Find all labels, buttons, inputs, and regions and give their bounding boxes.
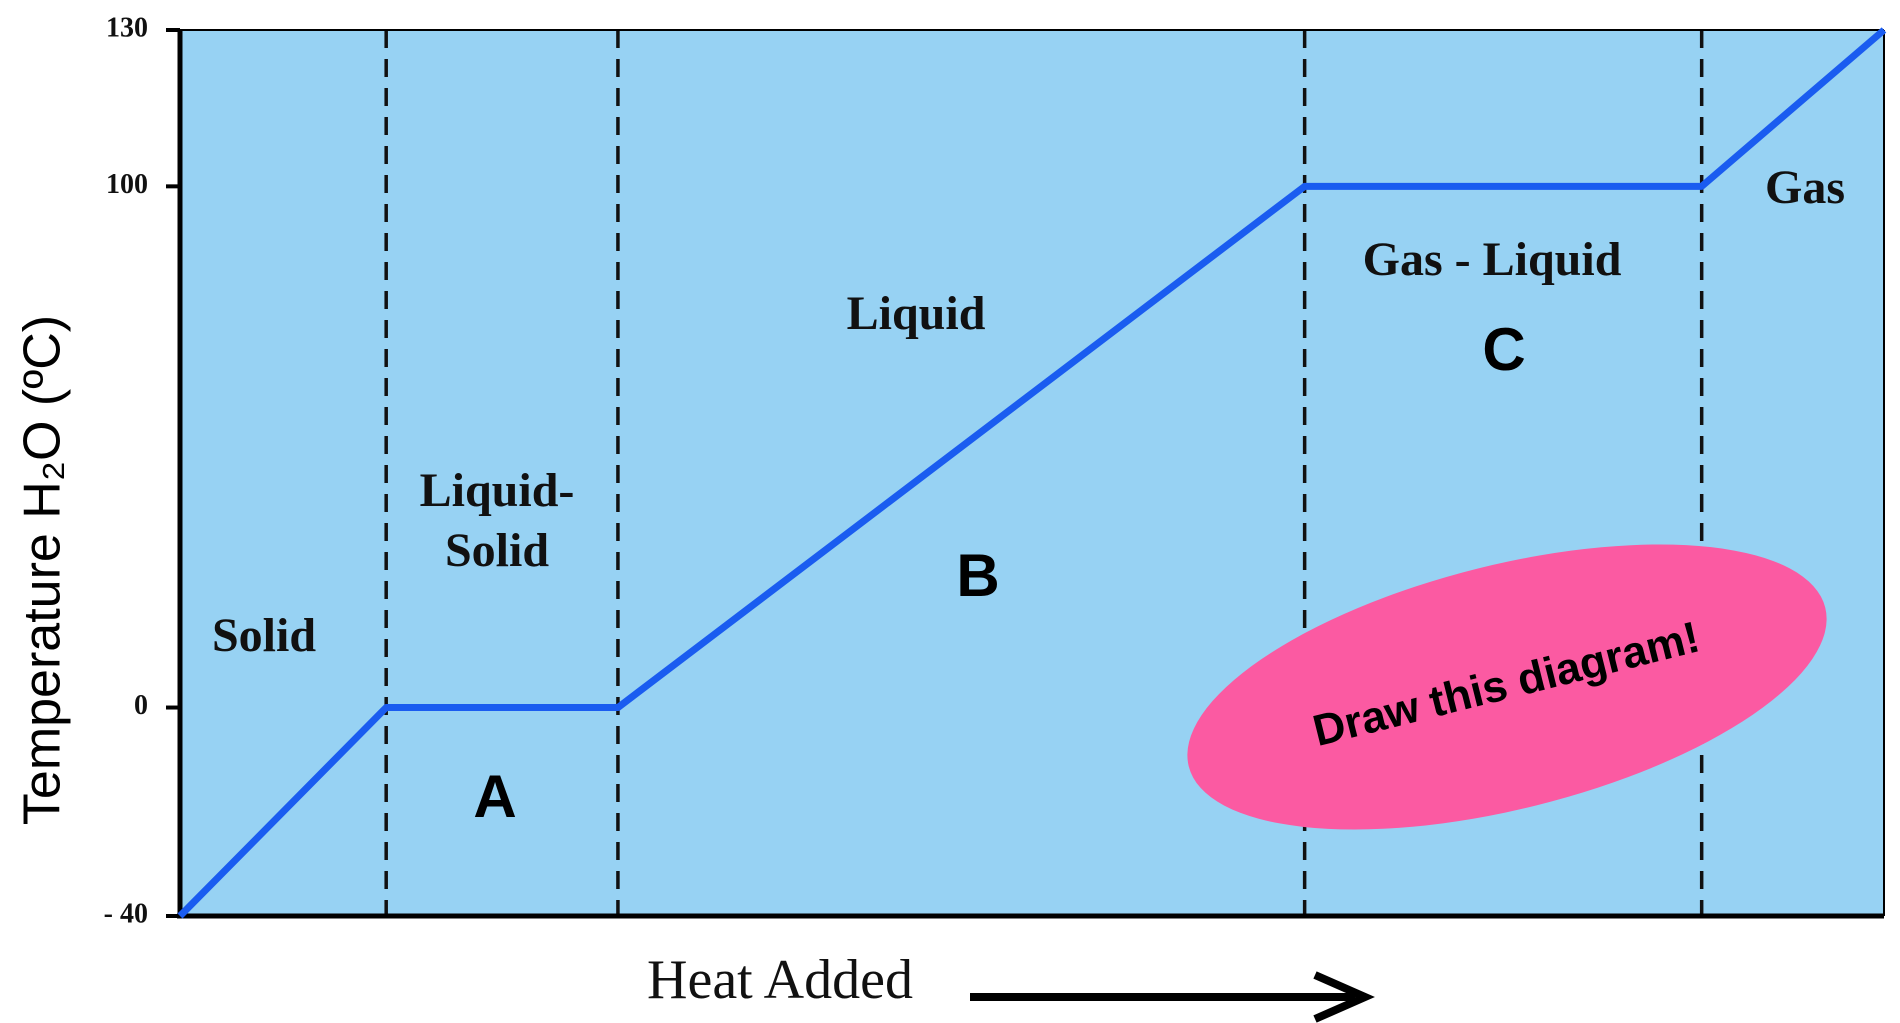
annotation-text: B xyxy=(956,542,999,609)
annotation-text: A xyxy=(473,763,516,830)
annotation: B xyxy=(956,542,999,609)
y-tick-label: - 40 xyxy=(104,898,148,929)
y-tick-label: 130 xyxy=(106,12,148,43)
y-axis-label: Temperature H₂O (ºC) xyxy=(14,315,72,825)
annotation: A xyxy=(473,763,516,830)
y-tick-label: 0 xyxy=(134,690,148,721)
callout-ellipse xyxy=(1187,544,1827,830)
annotation: Liquid xyxy=(847,287,986,340)
annotation: Draw this diagram! xyxy=(1187,544,1827,830)
annotation-text: Gas xyxy=(1765,161,1845,214)
annotation-text: Liquid xyxy=(847,287,986,340)
annotation: Gas - Liquid xyxy=(1363,233,1622,286)
arrow xyxy=(970,971,1375,1023)
annotation-text: C xyxy=(1482,316,1525,383)
y-tick-label: 100 xyxy=(106,169,148,200)
annotation-text: Solid xyxy=(445,524,549,577)
x-axis-label: Heat Added xyxy=(647,949,913,1011)
heating-curve xyxy=(177,27,1887,919)
annotation: C xyxy=(1482,316,1525,383)
annotation-text: Gas - Liquid xyxy=(1363,233,1622,286)
annotation-text: Liquid- xyxy=(420,464,575,517)
annotation: Solid xyxy=(212,609,316,662)
annotation-text: Solid xyxy=(212,609,316,662)
annotation: Liquid- Solid xyxy=(420,464,575,577)
annotation: Gas xyxy=(1765,161,1845,214)
